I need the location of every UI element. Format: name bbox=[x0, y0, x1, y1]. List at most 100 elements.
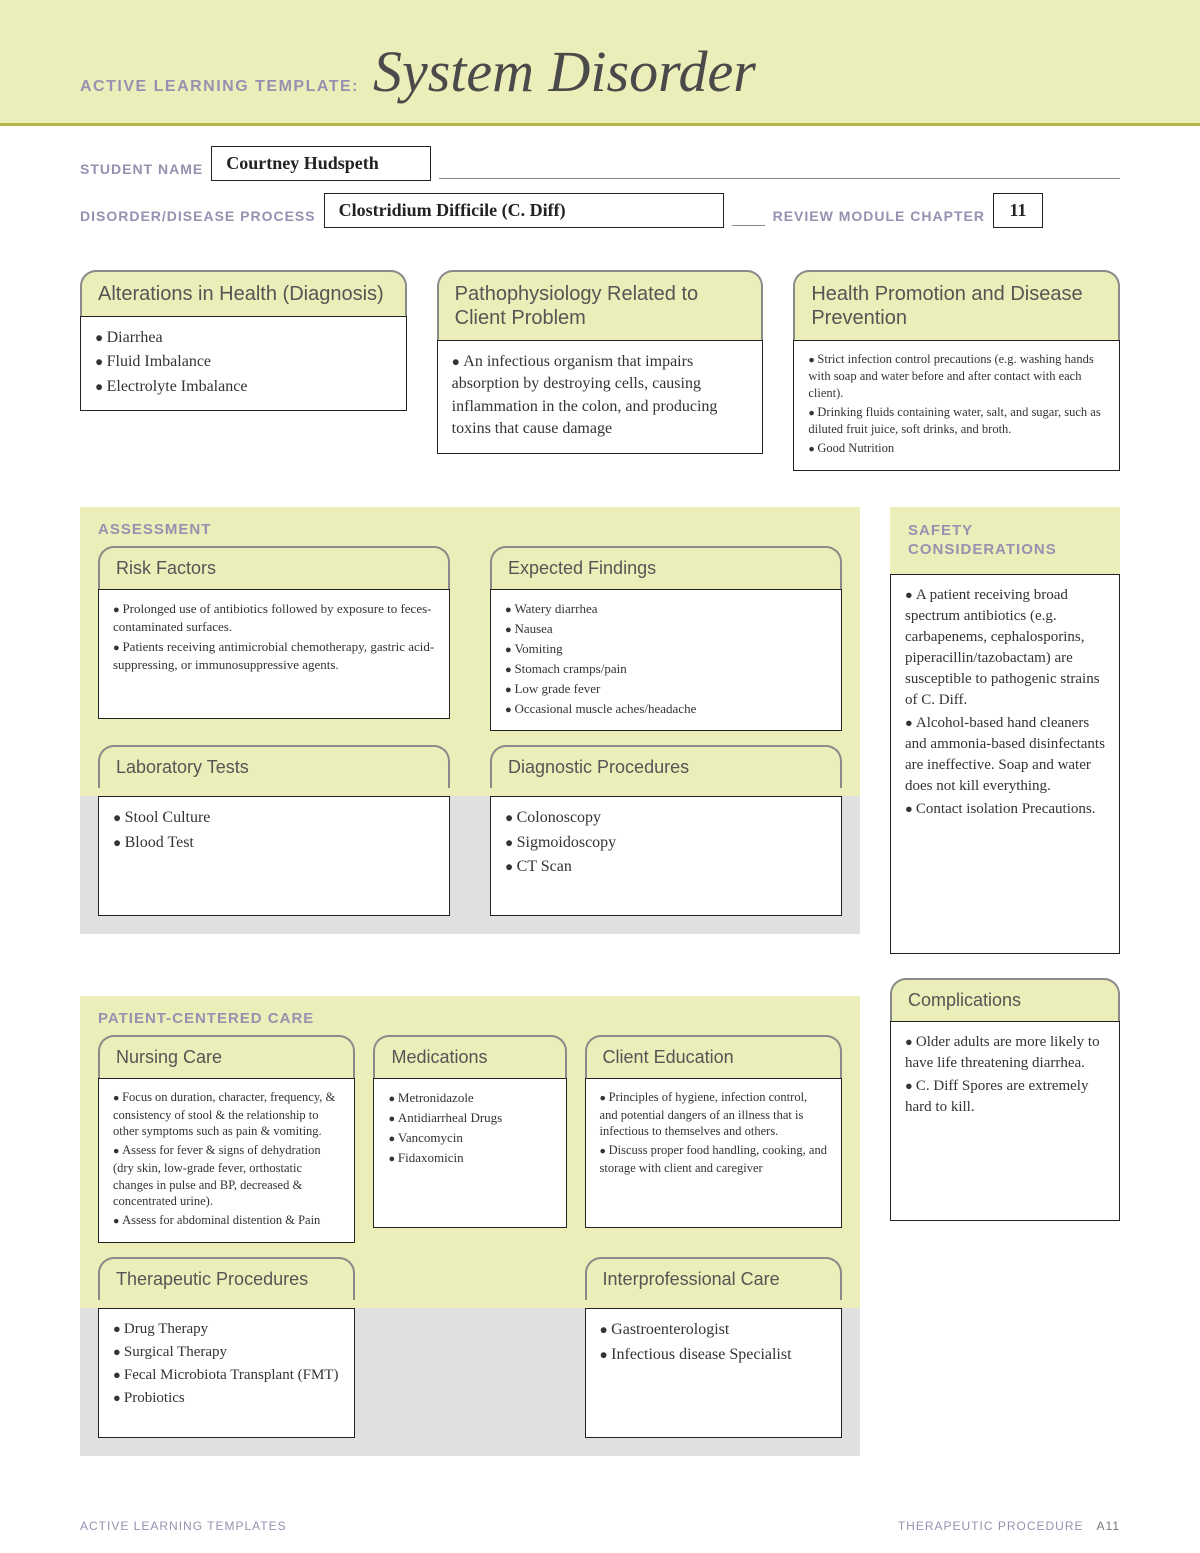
footer-left: ACTIVE LEARNING TEMPLATES bbox=[80, 1519, 287, 1533]
safety-list: A patient receiving broad spectrum antib… bbox=[905, 585, 1105, 820]
meds-card: Medications MetronidazoleAntidiarrheal D… bbox=[373, 1035, 566, 1243]
list-item: Stool Culture bbox=[113, 807, 435, 829]
health-promo-card: Health Promotion and Disease Prevention … bbox=[793, 270, 1120, 471]
care-left: PATIENT-CENTERED CARE Nursing Care Focus… bbox=[80, 978, 860, 1457]
list-item: Contact isolation Precautions. bbox=[905, 799, 1105, 820]
chapter-value: 11 bbox=[993, 193, 1043, 228]
disorder-label: DISORDER/DISEASE PROCESS bbox=[80, 208, 316, 228]
list-item: Blood Test bbox=[113, 832, 435, 854]
footer: ACTIVE LEARNING TEMPLATES THERAPEUTIC PR… bbox=[80, 1519, 1120, 1533]
therapeutic-card: Therapeutic Procedures bbox=[98, 1257, 355, 1301]
meds-body: MetronidazoleAntidiarrheal DrugsVancomyc… bbox=[373, 1078, 566, 1228]
list-item: Assess for fever & signs of dehydration … bbox=[113, 1142, 340, 1210]
list-item: Gastroenterologist bbox=[600, 1319, 827, 1341]
list-item: Infectious disease Specialist bbox=[600, 1344, 827, 1366]
list-item: Occasional muscle aches/headache bbox=[505, 700, 827, 718]
assessment-left: ASSESSMENT Risk Factors Prolonged use of… bbox=[80, 489, 860, 935]
care-label: PATIENT-CENTERED CARE bbox=[98, 1010, 842, 1027]
risk-title: Risk Factors bbox=[98, 546, 450, 590]
alterations-list: DiarrheaFluid ImbalanceElectrolyte Imbal… bbox=[95, 327, 392, 398]
therapeutic-list: Drug TherapySurgical TherapyFecal Microb… bbox=[113, 1319, 340, 1409]
interprof-list: Gastroenterologist Infectious disease Spe… bbox=[600, 1319, 827, 1366]
lab-card: Laboratory Tests bbox=[98, 745, 450, 789]
list-item: Fidaxomicin bbox=[388, 1149, 551, 1167]
disorder-row: DISORDER/DISEASE PROCESS Clostridium Dif… bbox=[80, 193, 1120, 228]
diag-card: Diagnostic Procedures bbox=[490, 745, 842, 789]
diag-list: ColonoscopySigmoidoscopyCT Scan bbox=[505, 807, 827, 878]
risk-list: Prolonged use of antibiotics followed by… bbox=[113, 600, 435, 673]
list-item: Watery diarrhea bbox=[505, 600, 827, 618]
nursing-card: Nursing Care Focus on duration, characte… bbox=[98, 1035, 355, 1243]
care-row-2-body: Drug TherapySurgical TherapyFecal Microb… bbox=[98, 1308, 842, 1438]
list-item: C. Diff Spores are extremely hard to kil… bbox=[905, 1076, 1105, 1118]
header-banner: ACTIVE LEARNING TEMPLATE: System Disorde… bbox=[0, 0, 1200, 126]
complications-list: Older adults are more likely to have lif… bbox=[905, 1032, 1105, 1118]
risk-card: Risk Factors Prolonged use of antibiotic… bbox=[98, 546, 450, 731]
list-item: Fecal Microbiota Transplant (FMT) bbox=[113, 1365, 340, 1386]
list-item: Electrolyte Imbalance bbox=[95, 376, 392, 398]
risk-body: Prolonged use of antibiotics followed by… bbox=[98, 589, 450, 719]
complications-col: Complications Older adults are more like… bbox=[890, 978, 1120, 1222]
expected-list: Watery diarrhea Nausea Vomiting Stomach cra… bbox=[505, 600, 827, 717]
expected-body: Watery diarrhea Nausea Vomiting Stomach cra… bbox=[490, 589, 842, 730]
assess-row-1: Risk Factors Prolonged use of antibiotic… bbox=[98, 546, 842, 731]
lab-body: Stool Culture Blood Test bbox=[98, 796, 450, 916]
interprof-body-wrap: Gastroenterologist Infectious disease Spe… bbox=[585, 1308, 842, 1438]
interprof-card: Interprofessional Care bbox=[585, 1257, 842, 1301]
lab-list: Stool Culture Blood Test bbox=[113, 807, 435, 854]
education-title: Client Education bbox=[585, 1035, 842, 1079]
care-row-1: Nursing Care Focus on duration, characte… bbox=[98, 1035, 842, 1243]
list-item: Focus on duration, character, frequency,… bbox=[113, 1089, 340, 1140]
list-item: Probiotics bbox=[113, 1388, 340, 1409]
assessment-wrap: ASSESSMENT Risk Factors Prolonged use of… bbox=[80, 489, 1120, 954]
list-item: Assess for abdominal distention & Pain bbox=[113, 1212, 340, 1229]
list-item: Good Nutrition bbox=[808, 440, 1105, 457]
list-item: Surgical Therapy bbox=[113, 1342, 340, 1363]
interprof-title: Interprofessional Care bbox=[585, 1257, 842, 1301]
student-row: STUDENT NAME Courtney Hudspeth bbox=[80, 146, 1120, 181]
list-item: Older adults are more likely to have lif… bbox=[905, 1032, 1105, 1074]
list-item: Discuss proper food handling, cooking, a… bbox=[600, 1142, 827, 1176]
education-list: Principles of hygiene, infection control… bbox=[600, 1089, 827, 1176]
content: Alterations in Health (Diagnosis) Diarrh… bbox=[0, 250, 1200, 1456]
list-item: Vancomycin bbox=[388, 1129, 551, 1147]
therapeutic-body-wrap: Drug TherapySurgical TherapyFecal Microb… bbox=[98, 1308, 355, 1438]
care-row-2-tabs: Therapeutic Procedures . Interprofession… bbox=[98, 1257, 842, 1301]
list-item: Principles of hygiene, infection control… bbox=[600, 1089, 827, 1140]
patho-list: An infectious organism that impairs abso… bbox=[452, 351, 749, 441]
top-row: Alterations in Health (Diagnosis) Diarrh… bbox=[80, 270, 1120, 471]
assessment-band: ASSESSMENT Risk Factors Prolonged use of… bbox=[80, 507, 860, 797]
lab-title: Laboratory Tests bbox=[98, 745, 450, 789]
diag-body-wrap: ColonoscopySigmoidoscopyCT Scan bbox=[490, 796, 842, 916]
assess-row-2-body: Stool Culture Blood Test ColonoscopySigmo… bbox=[98, 796, 842, 916]
care-gray: Drug TherapySurgical TherapyFecal Microb… bbox=[80, 1308, 860, 1456]
alterations-title: Alterations in Health (Diagnosis) bbox=[80, 270, 407, 316]
patho-title: Pathophysiology Related to Client Proble… bbox=[437, 270, 764, 340]
list-item: Sigmoidoscopy bbox=[505, 832, 827, 854]
underline bbox=[732, 225, 765, 226]
list-item: Patients receiving antimicrobial chemoth… bbox=[113, 638, 435, 673]
list-item: Stomach cramps/pain bbox=[505, 660, 827, 678]
list-item: Fluid Imbalance bbox=[95, 351, 392, 373]
meds-list: MetronidazoleAntidiarrheal DrugsVancomyc… bbox=[388, 1089, 551, 1167]
meds-title: Medications bbox=[373, 1035, 566, 1079]
education-card: Client Education Principles of hygiene, … bbox=[585, 1035, 842, 1243]
meta-section: STUDENT NAME Courtney Hudspeth DISORDER/… bbox=[0, 126, 1200, 250]
assess-gray: Stool Culture Blood Test ColonoscopySigmo… bbox=[80, 796, 860, 934]
assessment-label: ASSESSMENT bbox=[98, 521, 842, 538]
education-body: Principles of hygiene, infection control… bbox=[585, 1078, 842, 1228]
complications-body: Older adults are more likely to have lif… bbox=[890, 1021, 1120, 1221]
list-item: Strict infection control precautions (e.… bbox=[808, 351, 1105, 402]
list-item: Vomiting bbox=[505, 640, 827, 658]
header-prefix: ACTIVE LEARNING TEMPLATE: bbox=[80, 78, 359, 96]
page: ACTIVE LEARNING TEMPLATE: System Disorde… bbox=[0, 0, 1200, 1553]
health-promo-body: Strict infection control precautions (e.… bbox=[793, 340, 1120, 471]
assess-row-2: Laboratory Tests Diagnostic Procedures bbox=[98, 745, 842, 789]
list-item: Drinking fluids containing water, salt, … bbox=[808, 404, 1105, 438]
patho-body: An infectious organism that impairs abso… bbox=[437, 340, 764, 454]
footer-right-label: THERAPEUTIC PROCEDURE bbox=[898, 1519, 1084, 1533]
alterations-body: DiarrheaFluid ImbalanceElectrolyte Imbal… bbox=[80, 316, 407, 411]
list-item: Nausea bbox=[505, 620, 827, 638]
interprof-body: Gastroenterologist Infectious disease Spe… bbox=[585, 1308, 842, 1438]
chapter-label: REVIEW MODULE CHAPTER bbox=[773, 208, 985, 228]
